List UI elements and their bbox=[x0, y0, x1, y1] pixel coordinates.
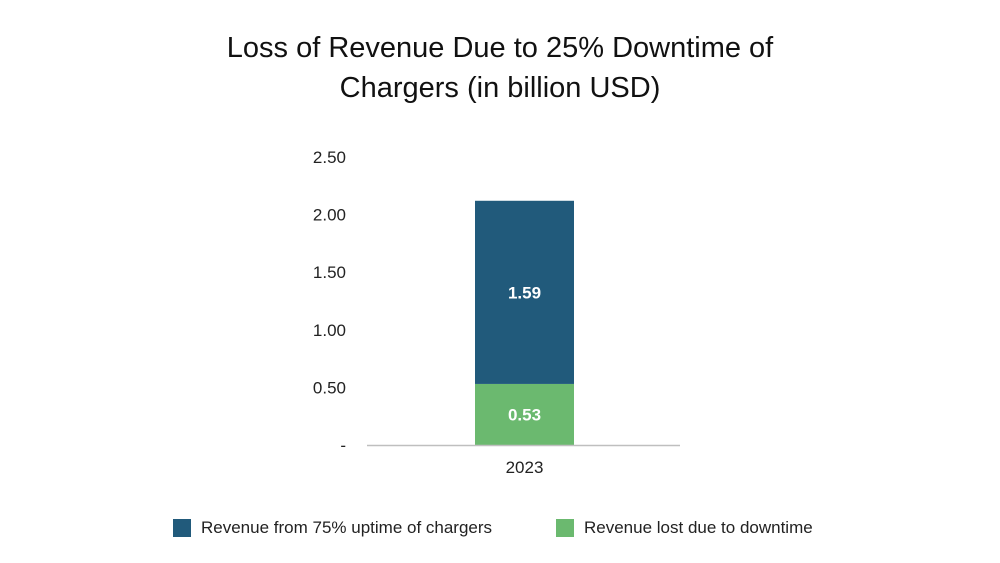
data-label: 1.59 bbox=[508, 283, 541, 302]
y-tick-label: 2.50 bbox=[313, 148, 346, 167]
chart-title: Loss of Revenue Due to 25% Downtime of C… bbox=[0, 28, 1000, 108]
y-tick-label: 0.50 bbox=[313, 378, 346, 397]
legend-swatch-downtime bbox=[556, 519, 574, 537]
x-tick-label: 2023 bbox=[506, 458, 544, 477]
y-tick-label: 2.00 bbox=[313, 206, 346, 225]
bar-segment bbox=[475, 200, 574, 384]
bar-segment bbox=[475, 383, 574, 445]
legend-swatch-uptime bbox=[173, 519, 191, 537]
chart-title-line-1: Loss of Revenue Due to 25% Downtime of bbox=[226, 32, 774, 64]
chart-title-line-2: Chargers (in billion USD) bbox=[339, 72, 661, 104]
data-label: 0.53 bbox=[508, 405, 541, 424]
y-tick-label: 1.00 bbox=[313, 321, 346, 340]
legend-label-downtime: Revenue lost due to downtime bbox=[584, 518, 813, 537]
legend-label-uptime: Revenue from 75% uptime of chargers bbox=[201, 518, 493, 537]
legend-item-downtime: Revenue lost due to downtime bbox=[556, 518, 813, 538]
y-tick-label: - bbox=[340, 436, 346, 455]
y-tick-label: 1.50 bbox=[313, 263, 346, 282]
legend-item-uptime: Revenue from 75% uptime of chargers bbox=[173, 518, 492, 538]
